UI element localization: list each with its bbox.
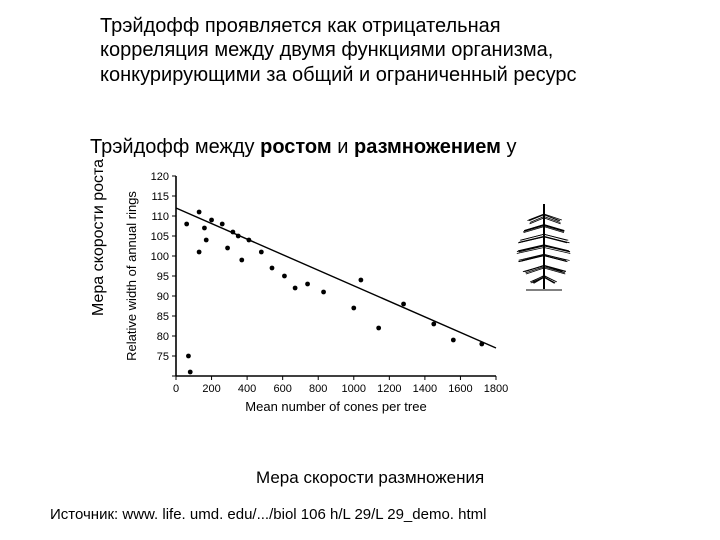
trend-line bbox=[176, 208, 496, 348]
y-tick-label: 75 bbox=[157, 351, 169, 363]
data-point bbox=[401, 302, 406, 307]
data-point bbox=[282, 274, 287, 279]
data-point bbox=[202, 226, 207, 231]
tree-branch bbox=[544, 254, 566, 260]
data-point bbox=[197, 210, 202, 215]
x-tick-label: 1000 bbox=[342, 383, 366, 395]
y-tick-label: 85 bbox=[157, 311, 169, 323]
tree-branch bbox=[519, 254, 544, 260]
subtitle-reproduction-word: размножением bbox=[354, 136, 501, 158]
source-label: Источник: bbox=[50, 506, 122, 523]
y-tick-label: 100 bbox=[151, 251, 169, 263]
x-axis-label-en: Mean number of cones per tree bbox=[245, 399, 426, 414]
tree-branch bbox=[544, 255, 566, 261]
x-tick-label: 1200 bbox=[377, 383, 401, 395]
data-point bbox=[220, 222, 225, 227]
data-point bbox=[225, 246, 230, 251]
y-tick-label: 120 bbox=[151, 171, 169, 183]
data-point bbox=[305, 282, 310, 287]
tree-branch bbox=[523, 226, 544, 232]
x-tick-label: 1600 bbox=[448, 383, 472, 395]
subtitle-suffix: у bbox=[501, 136, 517, 158]
y-tick-label: 80 bbox=[157, 331, 169, 343]
source-url: www. life. umd. edu/.../biol 106 h/L 29/… bbox=[122, 506, 486, 523]
tree-branch bbox=[544, 237, 567, 243]
tree-branch bbox=[544, 226, 564, 232]
y-tick-label: 115 bbox=[151, 191, 169, 203]
tree-branch bbox=[519, 246, 544, 252]
y-axis-label-en: Relative width of annual rings bbox=[124, 191, 139, 361]
y-tick-label: 90 bbox=[157, 291, 169, 303]
x-tick-label: 800 bbox=[309, 383, 327, 395]
subtitle-mid: и bbox=[332, 136, 354, 158]
tree-branch bbox=[531, 277, 544, 283]
y-tick-label: 105 bbox=[151, 231, 169, 243]
tree-branch bbox=[518, 245, 544, 251]
scatter-chart: 7580859095100105110115120020040060080010… bbox=[116, 166, 636, 466]
data-point bbox=[321, 290, 326, 295]
data-point bbox=[376, 326, 381, 331]
data-point bbox=[186, 354, 191, 359]
data-point bbox=[293, 286, 298, 291]
x-tick-label: 0 bbox=[173, 383, 179, 395]
data-point bbox=[259, 250, 264, 255]
data-point bbox=[236, 234, 241, 239]
data-point bbox=[209, 218, 214, 223]
data-point bbox=[184, 222, 189, 227]
source-line: Источник: www. life. umd. edu/.../biol 1… bbox=[50, 506, 486, 523]
x-tick-label: 600 bbox=[273, 383, 291, 395]
y-axis-label-ru: Мера скорости роста bbox=[90, 159, 108, 316]
data-point bbox=[204, 238, 209, 243]
data-point bbox=[246, 238, 251, 243]
x-tick-label: 1800 bbox=[484, 383, 508, 395]
data-point bbox=[479, 342, 484, 347]
tree-branch bbox=[518, 255, 544, 261]
x-tick-label: 1400 bbox=[413, 383, 437, 395]
x-axis-label-ru: Мера скорости размножения bbox=[256, 468, 484, 488]
data-point bbox=[197, 250, 202, 255]
definition-paragraph: Трэйдофф проявляется как отрицательная к… bbox=[100, 14, 580, 87]
x-tick-label: 200 bbox=[202, 383, 220, 395]
data-point bbox=[358, 278, 363, 283]
x-tick-label: 400 bbox=[238, 383, 256, 395]
tree-branch bbox=[526, 265, 544, 271]
subtitle-line: Трэйдофф между ростом и размножением у bbox=[90, 136, 650, 159]
data-point bbox=[270, 266, 275, 271]
subtitle-prefix: Трэйдофф между bbox=[90, 136, 260, 158]
tree-branch bbox=[544, 245, 569, 251]
y-tick-label: 110 bbox=[151, 211, 169, 223]
data-point bbox=[239, 258, 244, 263]
data-point bbox=[230, 230, 235, 235]
data-point bbox=[431, 322, 436, 327]
chart-area: Мера скорости роста 75808590951001051101… bbox=[116, 166, 636, 466]
subtitle-growth-word: ростом bbox=[260, 136, 332, 158]
y-tick-label: 95 bbox=[157, 271, 169, 283]
data-point bbox=[451, 338, 456, 343]
data-point bbox=[188, 370, 193, 375]
data-point bbox=[351, 306, 356, 311]
